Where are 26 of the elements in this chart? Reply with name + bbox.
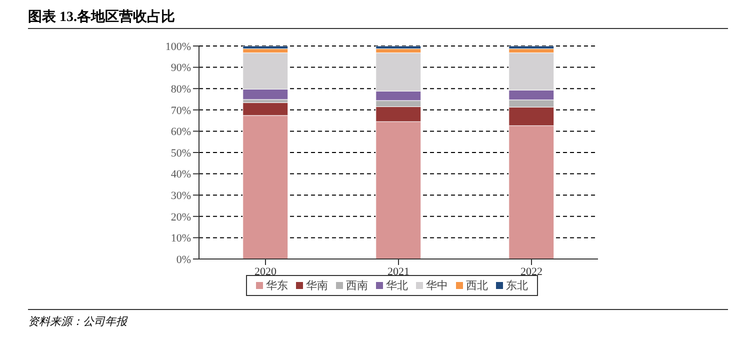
y-tick-label: 10% — [170, 232, 191, 245]
text: 资料来源：公司年报 — [28, 309, 728, 329]
y-tick-label: 0% — [176, 254, 191, 266]
x-tick-label: 2021 — [388, 266, 410, 278]
legend-label: 华南 — [305, 278, 328, 293]
x-tick-label: 2022 — [520, 266, 542, 278]
y-tick-label: 20% — [170, 211, 191, 224]
y-tick-label: 40% — [170, 168, 191, 181]
legend-label: 西南 — [345, 278, 368, 293]
bar — [376, 46, 422, 50]
legend-label: 华北 — [385, 278, 408, 293]
legend-label: 华东 — [265, 278, 288, 293]
bar — [242, 46, 288, 50]
bar — [508, 46, 554, 50]
y-tick-label: 100% — [165, 40, 191, 53]
y-tick-label: 60% — [170, 126, 191, 138]
y-tick-label: 70% — [170, 104, 191, 117]
y-tick-label: 50% — [170, 147, 191, 160]
y-tick-label: 30% — [170, 190, 191, 202]
legend-label: 东北 — [505, 278, 528, 293]
y-tick-label: 90% — [170, 62, 191, 74]
chart-title: 图表 13.各地区营收占比 — [28, 8, 728, 29]
legend-label: 华中 — [425, 278, 448, 293]
x-tick-label: 2020 — [254, 266, 277, 278]
legend-label: 西北 — [465, 278, 488, 293]
y-tick-label: 80% — [170, 84, 191, 96]
